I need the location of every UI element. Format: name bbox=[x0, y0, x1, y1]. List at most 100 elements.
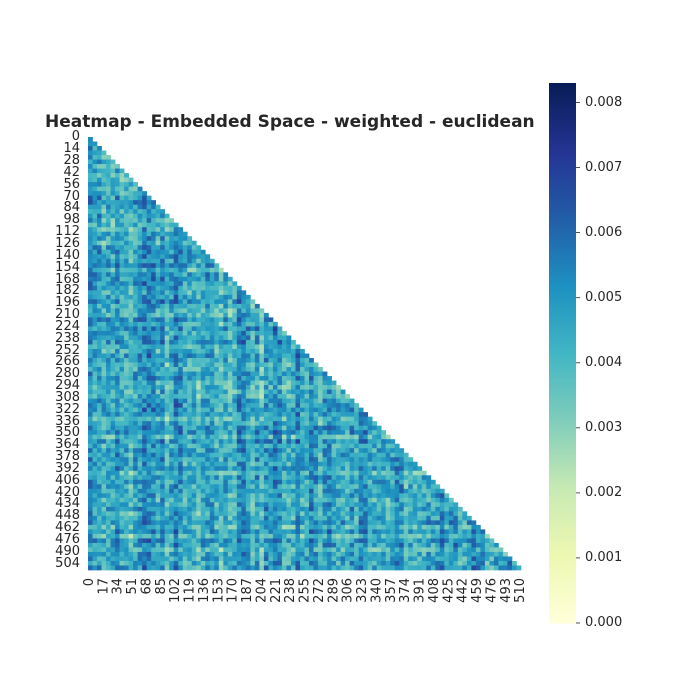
heatmap-cell bbox=[164, 434, 170, 440]
heatmap-cell bbox=[214, 330, 220, 336]
heatmap-cell bbox=[119, 186, 125, 192]
heatmap-cell bbox=[106, 358, 111, 363]
heatmap-cell bbox=[331, 479, 337, 485]
heatmap-cell bbox=[236, 285, 242, 291]
heatmap-cell bbox=[146, 502, 152, 508]
heatmap-cell bbox=[426, 479, 432, 485]
heatmap-cell bbox=[155, 204, 161, 210]
heatmap-cell bbox=[92, 520, 98, 526]
heatmap-cell bbox=[250, 448, 256, 454]
heatmap-cell bbox=[363, 479, 368, 485]
heatmap-cell bbox=[209, 281, 215, 287]
heatmap-cell bbox=[263, 421, 269, 427]
heatmap-cell bbox=[214, 272, 220, 278]
heatmap-cell bbox=[151, 488, 157, 494]
heatmap-cell bbox=[277, 353, 283, 359]
heatmap-cell bbox=[151, 475, 157, 481]
heatmap-cell bbox=[318, 407, 323, 413]
heatmap-cell bbox=[133, 529, 138, 535]
heatmap-cell bbox=[106, 434, 111, 440]
heatmap-cell bbox=[340, 556, 346, 562]
heatmap-cell bbox=[137, 506, 143, 512]
heatmap-cell bbox=[88, 285, 93, 291]
heatmap-cell bbox=[259, 430, 265, 436]
heatmap-cell bbox=[133, 267, 138, 273]
heatmap-cell bbox=[227, 294, 233, 300]
heatmap-cell bbox=[268, 520, 274, 526]
heatmap-cell bbox=[394, 520, 400, 526]
heatmap-cell bbox=[435, 493, 441, 499]
heatmap-cells bbox=[88, 137, 522, 571]
heatmap-cell bbox=[110, 506, 116, 512]
heatmap-cell bbox=[245, 425, 251, 431]
heatmap-cell bbox=[173, 547, 179, 553]
heatmap-cell bbox=[182, 533, 188, 539]
heatmap-cell bbox=[191, 303, 197, 309]
colorbar-segment bbox=[549, 545, 576, 549]
heatmap-cell bbox=[313, 452, 319, 458]
heatmap-cell bbox=[142, 344, 147, 350]
heatmap-cell bbox=[272, 542, 278, 548]
heatmap-cell bbox=[484, 542, 490, 548]
heatmap-cell bbox=[119, 227, 125, 233]
heatmap-cell bbox=[304, 497, 310, 503]
heatmap-cell bbox=[327, 376, 332, 381]
heatmap-cell bbox=[128, 470, 134, 476]
heatmap-cell bbox=[97, 551, 102, 557]
heatmap-cell bbox=[286, 416, 292, 422]
heatmap-cell bbox=[133, 542, 138, 548]
heatmap-cell bbox=[196, 461, 202, 467]
heatmap-cell bbox=[259, 321, 265, 327]
heatmap-cell bbox=[232, 448, 238, 454]
heatmap-cell bbox=[92, 213, 98, 219]
heatmap-cell bbox=[92, 150, 98, 156]
heatmap-cell bbox=[124, 479, 129, 485]
heatmap-cell bbox=[408, 488, 414, 494]
y-tick-label: 98 bbox=[63, 212, 80, 228]
heatmap-cell bbox=[327, 538, 332, 544]
heatmap-cell bbox=[209, 412, 215, 417]
heatmap-cell bbox=[88, 272, 93, 278]
heatmap-cell bbox=[205, 461, 211, 467]
heatmap-cell bbox=[124, 348, 129, 354]
heatmap-cell bbox=[232, 394, 238, 399]
heatmap-cell bbox=[277, 488, 283, 494]
heatmap-cell bbox=[97, 272, 102, 278]
heatmap-cell bbox=[209, 398, 215, 404]
heatmap-cell bbox=[178, 439, 184, 445]
heatmap-cell bbox=[277, 362, 283, 368]
heatmap-cell bbox=[277, 511, 283, 517]
heatmap-cell bbox=[173, 240, 179, 246]
heatmap-cell bbox=[137, 245, 143, 251]
heatmap-cell bbox=[173, 421, 179, 427]
heatmap-cell bbox=[241, 344, 247, 350]
heatmap-cell bbox=[124, 367, 129, 372]
heatmap-cell bbox=[196, 479, 202, 485]
heatmap-cell bbox=[218, 317, 224, 323]
heatmap-cell bbox=[97, 186, 102, 192]
heatmap-cell bbox=[119, 182, 125, 187]
heatmap-cell bbox=[272, 385, 278, 390]
heatmap-cell bbox=[146, 547, 152, 553]
heatmap-cell bbox=[272, 448, 278, 454]
heatmap-cell bbox=[259, 389, 265, 395]
heatmap-cell bbox=[169, 290, 175, 296]
heatmap-cell bbox=[399, 529, 405, 535]
heatmap-cell bbox=[97, 407, 102, 413]
heatmap-cell bbox=[232, 317, 238, 323]
heatmap-cell bbox=[191, 335, 197, 341]
heatmap-cell bbox=[169, 511, 175, 517]
heatmap-cell bbox=[367, 466, 373, 472]
heatmap-cell bbox=[92, 403, 98, 408]
heatmap-cell bbox=[97, 475, 102, 481]
heatmap-cell bbox=[137, 222, 143, 228]
colorbar-segment bbox=[549, 119, 576, 123]
heatmap-cell bbox=[304, 421, 310, 427]
heatmap-cell bbox=[142, 493, 147, 499]
heatmap-cell bbox=[250, 407, 256, 413]
heatmap-cell bbox=[349, 551, 355, 557]
heatmap-cell bbox=[439, 551, 445, 557]
heatmap-cell bbox=[191, 272, 197, 278]
colorbar-segment bbox=[549, 254, 576, 258]
colorbar-segment bbox=[549, 146, 576, 150]
